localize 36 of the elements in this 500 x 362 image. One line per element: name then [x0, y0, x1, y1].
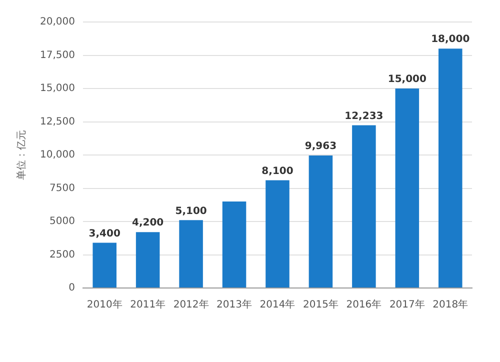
data-label: 8,100 — [262, 166, 294, 177]
bar — [438, 48, 462, 288]
data-label: 18,000 — [431, 34, 470, 46]
y-tick-label: 12,500 — [40, 116, 75, 128]
x-tick-label: 2014年 — [260, 298, 296, 311]
x-tick-label: 2017年 — [389, 298, 425, 311]
bar — [222, 202, 246, 288]
bar — [266, 180, 290, 288]
y-tick-label: 5000 — [50, 216, 75, 228]
y-axis-title: 单位：亿元 — [16, 130, 28, 180]
x-tick-label: 2016年 — [346, 298, 382, 311]
bar — [92, 242, 116, 288]
bar — [395, 88, 420, 288]
bar — [352, 125, 376, 288]
data-label: 3,400 — [88, 228, 120, 240]
data-label: 15,000 — [388, 74, 426, 86]
x-tick-label: 2012年 — [173, 298, 209, 311]
x-tick-label: 2013年 — [216, 298, 252, 311]
y-tick-label: 10,000 — [40, 150, 75, 161]
x-tick-label: 2015年 — [302, 298, 338, 311]
data-label: 12,233 — [344, 110, 384, 122]
y-tick-label: 7500 — [50, 182, 75, 194]
bar — [308, 155, 333, 288]
data-label: 4,200 — [132, 218, 164, 229]
data-label: 5,100 — [175, 206, 207, 217]
y-tick-label: 0 — [68, 282, 75, 294]
y-tick-label: 17,500 — [40, 50, 75, 61]
x-tick-label: 2010年 — [86, 298, 122, 311]
x-tick-label: 2011年 — [130, 298, 166, 311]
bar — [136, 232, 160, 288]
bar — [179, 220, 203, 288]
y-tick-label: 20,000 — [40, 16, 75, 28]
data-label: 9,963 — [304, 141, 337, 152]
x-tick-label: 2018年 — [432, 298, 468, 311]
y-tick-label: 15,000 — [40, 83, 75, 94]
y-tick-label: 2500 — [50, 249, 75, 260]
